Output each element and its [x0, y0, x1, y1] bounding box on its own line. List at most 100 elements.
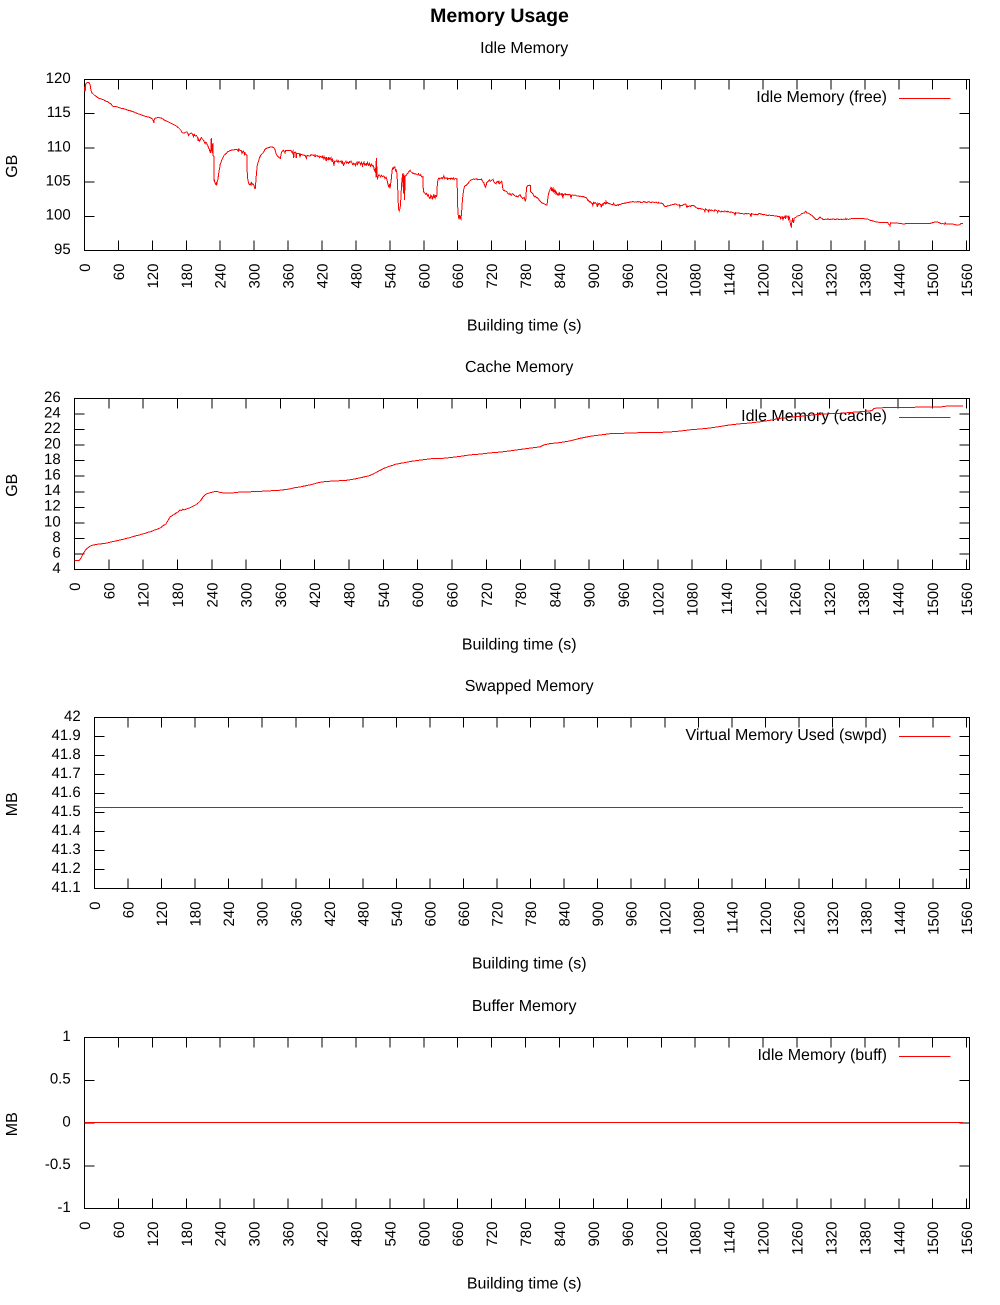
svg-text:840: 840 — [547, 583, 564, 608]
svg-text:95: 95 — [54, 241, 71, 258]
svg-text:16: 16 — [44, 467, 61, 484]
svg-text:420: 420 — [315, 1222, 332, 1247]
svg-text:600: 600 — [422, 902, 439, 927]
svg-text:120: 120 — [145, 1222, 162, 1247]
svg-text:110: 110 — [47, 138, 71, 155]
svg-text:540: 540 — [389, 902, 406, 927]
svg-text:1200: 1200 — [753, 583, 770, 616]
svg-text:MB: MB — [4, 1112, 21, 1136]
svg-text:1380: 1380 — [857, 1222, 874, 1255]
svg-text:480: 480 — [355, 902, 372, 927]
svg-text:660: 660 — [444, 583, 461, 608]
svg-text:1260: 1260 — [788, 583, 805, 616]
svg-text:360: 360 — [273, 583, 290, 608]
svg-text:Building time (s): Building time (s) — [467, 318, 582, 335]
svg-text:180: 180 — [188, 902, 205, 927]
svg-text:1200: 1200 — [758, 902, 775, 935]
svg-text:1080: 1080 — [688, 1222, 705, 1255]
svg-text:105: 105 — [46, 173, 71, 190]
svg-text:540: 540 — [376, 583, 393, 608]
svg-text:0: 0 — [62, 1113, 70, 1130]
svg-text:480: 480 — [348, 264, 365, 289]
svg-text:1440: 1440 — [891, 1222, 908, 1255]
svg-text:60: 60 — [121, 902, 138, 919]
svg-text:120: 120 — [145, 264, 162, 289]
svg-text:1140: 1140 — [719, 583, 736, 615]
svg-text:240: 240 — [213, 1222, 230, 1247]
svg-text:720: 720 — [479, 583, 496, 608]
svg-text:42: 42 — [64, 708, 81, 725]
svg-text:600: 600 — [416, 264, 433, 289]
svg-text:1440: 1440 — [891, 583, 908, 616]
svg-text:Building time (s): Building time (s) — [472, 956, 587, 973]
svg-text:1500: 1500 — [925, 264, 942, 297]
svg-text:1080: 1080 — [688, 264, 705, 297]
svg-text:780: 780 — [513, 583, 530, 608]
svg-text:1380: 1380 — [857, 264, 874, 297]
svg-text:Buffer Memory: Buffer Memory — [472, 998, 577, 1015]
svg-text:41.1: 41.1 — [51, 879, 80, 896]
svg-text:1020: 1020 — [654, 1222, 671, 1255]
svg-text:960: 960 — [620, 264, 637, 289]
svg-text:540: 540 — [382, 264, 399, 289]
svg-text:900: 900 — [586, 1222, 603, 1247]
svg-text:180: 180 — [170, 583, 187, 608]
svg-text:840: 840 — [552, 264, 569, 289]
svg-text:1500: 1500 — [925, 1222, 942, 1255]
svg-text:600: 600 — [410, 583, 427, 608]
svg-text:780: 780 — [518, 1222, 535, 1247]
svg-text:115: 115 — [47, 104, 71, 121]
svg-text:41.3: 41.3 — [51, 841, 80, 858]
svg-text:1140: 1140 — [724, 902, 741, 934]
svg-text:0: 0 — [77, 264, 94, 272]
svg-text:300: 300 — [247, 1222, 264, 1247]
svg-text:41.6: 41.6 — [51, 784, 80, 801]
svg-text:1320: 1320 — [825, 902, 842, 935]
svg-text:1020: 1020 — [654, 264, 671, 297]
svg-text:1140: 1140 — [722, 1222, 739, 1254]
svg-text:0.5: 0.5 — [50, 1071, 71, 1088]
svg-text:840: 840 — [552, 1222, 569, 1247]
svg-text:1260: 1260 — [790, 1222, 807, 1255]
svg-text:960: 960 — [616, 583, 633, 608]
svg-text:Idle Memory: Idle Memory — [480, 40, 568, 57]
svg-text:900: 900 — [582, 583, 599, 608]
svg-text:8: 8 — [52, 529, 60, 546]
svg-text:900: 900 — [586, 264, 603, 289]
svg-text:-0.5: -0.5 — [45, 1156, 71, 1173]
svg-text:660: 660 — [450, 1222, 467, 1247]
svg-text:1560: 1560 — [959, 1222, 976, 1255]
svg-text:100: 100 — [46, 207, 71, 224]
svg-text:120: 120 — [46, 70, 71, 87]
svg-text:41.2: 41.2 — [51, 860, 80, 877]
svg-text:1380: 1380 — [856, 583, 873, 616]
svg-text:960: 960 — [624, 902, 641, 927]
svg-text:41.7: 41.7 — [51, 765, 80, 782]
svg-text:41.4: 41.4 — [51, 822, 80, 839]
svg-text:360: 360 — [281, 1222, 298, 1247]
svg-text:1080: 1080 — [691, 902, 708, 935]
svg-text:1200: 1200 — [756, 1222, 773, 1255]
svg-text:0: 0 — [67, 583, 84, 591]
svg-text:6: 6 — [52, 544, 60, 561]
svg-text:4: 4 — [52, 560, 60, 577]
svg-text:0: 0 — [87, 902, 104, 910]
svg-text:540: 540 — [382, 1222, 399, 1247]
svg-text:MB: MB — [4, 792, 21, 816]
svg-text:1500: 1500 — [925, 583, 942, 616]
svg-text:Idle Memory (free): Idle Memory (free) — [756, 89, 887, 106]
svg-text:1260: 1260 — [790, 264, 807, 297]
svg-text:0: 0 — [77, 1222, 94, 1230]
svg-text:240: 240 — [221, 902, 238, 927]
svg-text:720: 720 — [484, 264, 501, 289]
svg-text:1020: 1020 — [657, 902, 674, 935]
svg-text:Virtual Memory Used (swpd): Virtual Memory Used (swpd) — [685, 727, 887, 744]
svg-text:Idle Memory (cache): Idle Memory (cache) — [741, 408, 887, 425]
svg-text:1: 1 — [62, 1028, 70, 1045]
svg-text:300: 300 — [247, 264, 264, 289]
svg-text:420: 420 — [307, 583, 324, 608]
svg-text:420: 420 — [315, 264, 332, 289]
svg-text:24: 24 — [44, 404, 61, 421]
svg-text:1440: 1440 — [891, 264, 908, 297]
svg-text:1560: 1560 — [959, 264, 976, 297]
